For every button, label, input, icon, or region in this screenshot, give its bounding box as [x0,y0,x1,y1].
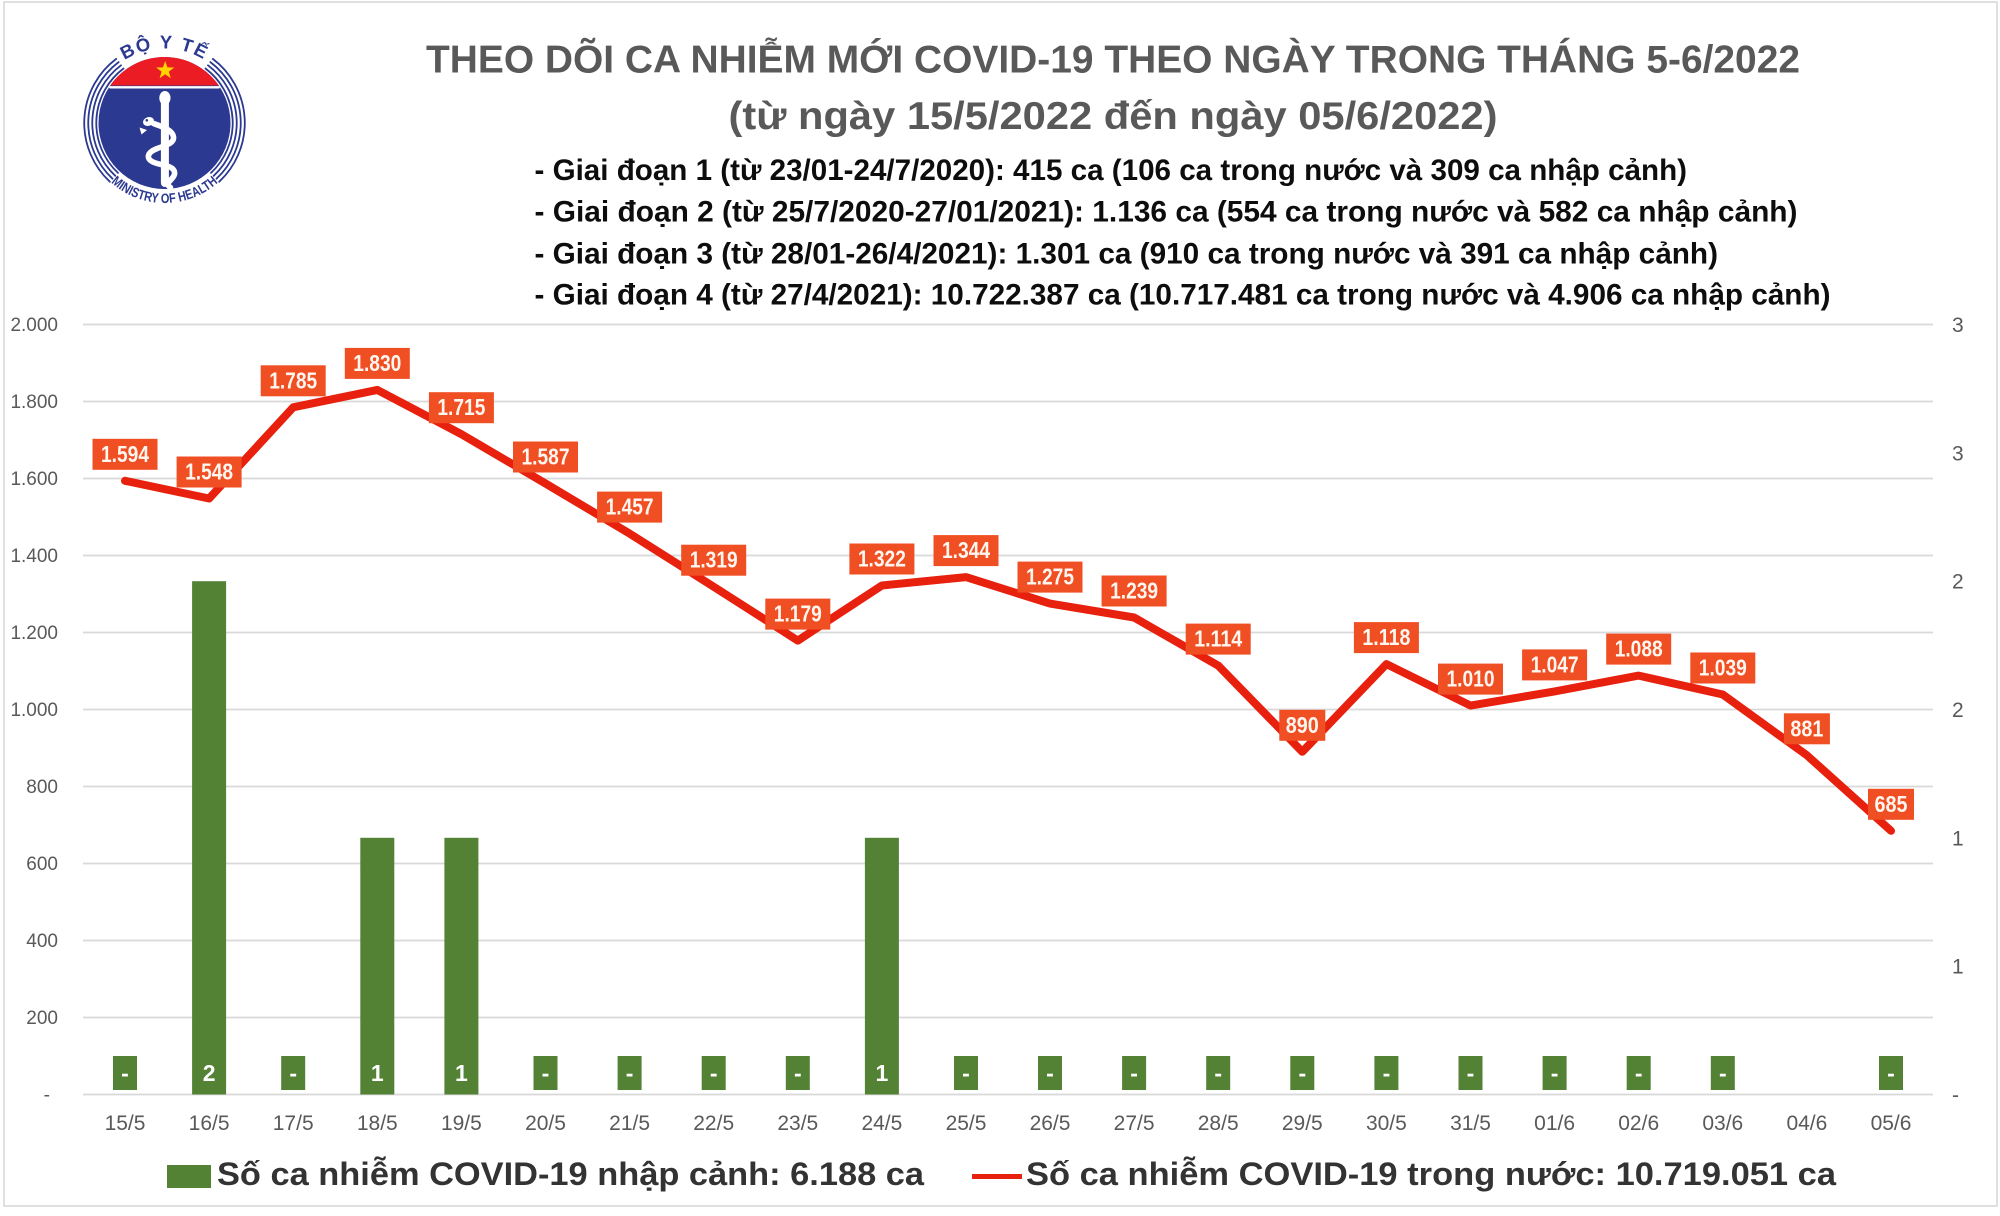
svg-text:-: - [121,1060,129,1086]
svg-text:31/5: 31/5 [1450,1112,1491,1135]
svg-text:-: - [794,1060,802,1086]
svg-text:400: 400 [26,931,58,952]
svg-text:Số ca nhiễm COVID-19 trong nướ: Số ca nhiễm COVID-19 trong nước: 10.719.… [1026,1156,1836,1192]
svg-text:-: - [1719,1060,1727,1086]
svg-text:-: - [1952,1084,1959,1107]
svg-text:- Giai đoạn 3 (từ 28/01-26/4/2: - Giai đoạn 3 (từ 28/01-26/4/2021): 1.30… [535,237,1719,270]
svg-text:25/5: 25/5 [946,1112,987,1135]
svg-text:1: 1 [876,1060,889,1086]
svg-text:22/5: 22/5 [693,1112,734,1135]
svg-text:1.322: 1.322 [858,546,906,572]
svg-text:1.239: 1.239 [1110,578,1158,604]
svg-text:800: 800 [26,777,58,798]
svg-text:04/6: 04/6 [1786,1112,1827,1135]
svg-text:-: - [962,1060,970,1086]
svg-text:1.000: 1.000 [10,700,58,721]
svg-text:685: 685 [1875,791,1908,817]
svg-text:- Giai đoạn 2 (từ 25/7/2020-27: - Giai đoạn 2 (từ 25/7/2020-27/01/2021):… [535,195,1798,228]
svg-text:05/6: 05/6 [1871,1112,1912,1135]
svg-text:19/5: 19/5 [441,1112,482,1135]
svg-text:1.179: 1.179 [774,601,822,627]
svg-text:-: - [1046,1060,1054,1086]
svg-text:1.088: 1.088 [1615,636,1663,662]
svg-text:1.594: 1.594 [101,441,149,467]
svg-text:1.319: 1.319 [690,547,738,573]
svg-text:1: 1 [371,1060,384,1086]
svg-text:3: 3 [1952,442,1964,465]
svg-text:2.000: 2.000 [10,315,58,336]
svg-text:29/5: 29/5 [1282,1112,1323,1135]
svg-text:1.200: 1.200 [10,623,58,644]
svg-text:1: 1 [455,1060,468,1086]
svg-text:-: - [1467,1060,1475,1086]
svg-text:01/6: 01/6 [1534,1112,1575,1135]
svg-text:-: - [626,1060,634,1086]
svg-text:(từ ngày 15/5/2022 đến ngày 05: (từ ngày 15/5/2022 đến ngày 05/6/2022) [729,95,1498,138]
svg-text:30/5: 30/5 [1366,1112,1407,1135]
svg-text:Số ca nhiễm COVID-19 nhập cảnh: Số ca nhiễm COVID-19 nhập cảnh: 6.188 ca [217,1156,924,1192]
svg-text:-: - [1887,1060,1895,1086]
svg-text:1.600: 1.600 [10,469,58,490]
svg-text:1.587: 1.587 [522,444,570,470]
svg-text:15/5: 15/5 [105,1112,146,1135]
svg-text:1.275: 1.275 [1026,564,1074,590]
svg-text:1.785: 1.785 [269,367,317,393]
svg-text:1.800: 1.800 [10,392,58,413]
svg-text:2: 2 [1952,699,1964,722]
svg-text:17/5: 17/5 [273,1112,314,1135]
svg-text:02/6: 02/6 [1618,1112,1659,1135]
svg-text:2: 2 [203,1060,216,1086]
svg-text:1.010: 1.010 [1447,666,1495,692]
svg-text:20/5: 20/5 [525,1112,566,1135]
svg-text:1.400: 1.400 [10,546,58,567]
svg-text:- Giai đoạn 1 (từ 23/01-24/7/2: - Giai đoạn 1 (từ 23/01-24/7/2020): 415 … [535,154,1688,187]
svg-text:890: 890 [1286,712,1319,738]
svg-text:-: - [1635,1060,1643,1086]
svg-text:-: - [1130,1060,1138,1086]
svg-text:- Giai đoạn 4 (từ 27/4/2021):: - Giai đoạn 4 (từ 27/4/2021): 10.722.387… [535,279,1831,312]
svg-text:-: - [542,1060,550,1086]
svg-text:23/5: 23/5 [777,1112,818,1135]
svg-text:1.830: 1.830 [353,350,401,376]
svg-text:28/5: 28/5 [1198,1112,1239,1135]
svg-text:-: - [1383,1060,1391,1086]
svg-text:881: 881 [1790,715,1823,741]
svg-text:24/5: 24/5 [861,1112,902,1135]
svg-text:21/5: 21/5 [609,1112,650,1135]
svg-text:1.344: 1.344 [942,537,990,563]
svg-text:-: - [1214,1060,1222,1086]
svg-text:3: 3 [1952,314,1964,337]
svg-text:200: 200 [26,1008,58,1029]
svg-text:1.047: 1.047 [1531,651,1579,677]
svg-text:THEO DÕI CA NHIỄM MỚI COVID-19: THEO DÕI CA NHIỄM MỚI COVID-19 THEO NGÀY… [426,38,1800,82]
svg-text:1: 1 [1952,956,1964,979]
svg-text:-: - [1551,1060,1559,1086]
svg-text:-: - [289,1060,297,1086]
svg-text:27/5: 27/5 [1114,1112,1155,1135]
svg-text:1: 1 [1952,827,1964,850]
svg-text:18/5: 18/5 [357,1112,398,1135]
svg-text:1.118: 1.118 [1362,624,1410,650]
svg-text:1.114: 1.114 [1194,626,1242,652]
svg-text:600: 600 [26,854,58,875]
svg-text:26/5: 26/5 [1030,1112,1071,1135]
svg-text:1.548: 1.548 [185,459,233,485]
svg-text:1.715: 1.715 [437,394,485,420]
svg-text:1.039: 1.039 [1699,655,1747,681]
svg-text:-: - [710,1060,718,1086]
svg-text:-: - [44,1085,50,1106]
svg-text:-: - [1298,1060,1306,1086]
svg-text:16/5: 16/5 [189,1112,230,1135]
svg-text:2: 2 [1952,571,1964,594]
svg-text:1.457: 1.457 [606,494,654,520]
svg-text:03/6: 03/6 [1702,1112,1743,1135]
